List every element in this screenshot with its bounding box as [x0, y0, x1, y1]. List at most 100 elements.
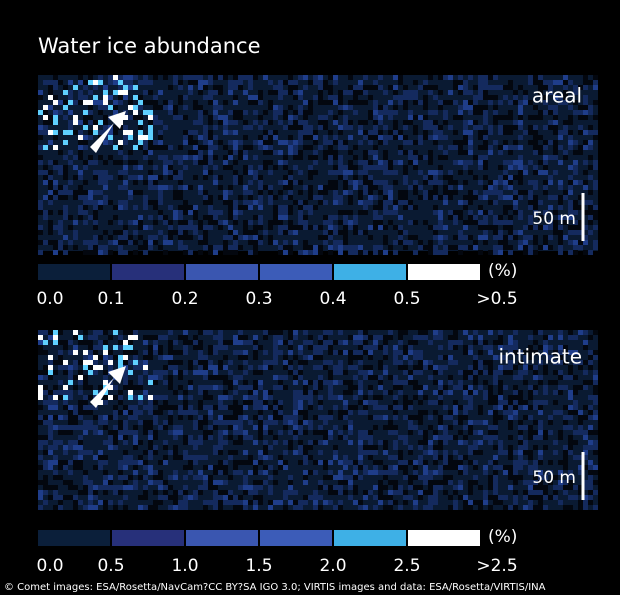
map-pixel	[413, 95, 418, 100]
map-pixel	[273, 105, 278, 110]
map-pixel	[403, 400, 408, 405]
map-pixel	[513, 195, 518, 200]
map-pixel	[303, 110, 308, 115]
map-pixel	[473, 465, 478, 470]
map-pixel	[483, 120, 488, 125]
map-pixel	[443, 185, 448, 190]
map-pixel	[358, 85, 363, 90]
map-pixel	[133, 205, 138, 210]
map-pixel	[118, 360, 123, 365]
map-pixel	[153, 175, 158, 180]
map-pixel	[233, 240, 238, 245]
map-pixel	[88, 110, 93, 115]
map-pixel	[313, 155, 318, 160]
map-pixel	[508, 205, 513, 210]
map-pixel	[288, 445, 293, 450]
map-pixel	[253, 400, 258, 405]
map-pixel	[73, 455, 78, 460]
map-pixel	[448, 495, 453, 500]
map-pixel	[223, 245, 228, 250]
map-pixel	[563, 505, 568, 510]
map-pixel	[323, 230, 328, 235]
map-pixel	[133, 360, 138, 365]
colorbar-segment	[112, 530, 184, 546]
map-pixel	[473, 220, 478, 225]
map-pixel	[373, 415, 378, 420]
map-pixel	[143, 100, 148, 105]
map-pixel	[258, 115, 263, 120]
map-pixel	[138, 120, 143, 125]
map-pixel	[448, 195, 453, 200]
map-pixel	[228, 360, 233, 365]
map-pixel	[298, 430, 303, 435]
map-pixel	[178, 115, 183, 120]
map-pixel	[258, 455, 263, 460]
credit: © Comet images: ESA/Rosetta/NavCam?CC BY…	[4, 582, 546, 593]
map-pixel	[188, 225, 193, 230]
map-pixel	[288, 365, 293, 370]
map-pixel	[48, 400, 53, 405]
map-pixel	[483, 220, 488, 225]
map-pixel	[518, 115, 523, 120]
map-pixel	[228, 495, 233, 500]
map-pixel	[403, 205, 408, 210]
map-pixel	[443, 440, 448, 445]
map-pixel	[578, 205, 583, 210]
map-pixel	[88, 100, 93, 105]
map-pixel	[253, 140, 258, 145]
map-pixel	[278, 350, 283, 355]
map-pixel	[323, 100, 328, 105]
map-pixel	[198, 360, 203, 365]
map-pixel	[108, 80, 113, 85]
map-pixel	[233, 415, 238, 420]
map-pixel	[118, 395, 123, 400]
map-pixel	[128, 330, 133, 335]
map-pixel	[203, 245, 208, 250]
map-pixel	[203, 135, 208, 140]
map-pixel	[308, 405, 313, 410]
map-pixel	[438, 335, 443, 340]
map-pixel	[153, 470, 158, 475]
map-pixel	[278, 95, 283, 100]
map-pixel	[103, 415, 108, 420]
map-pixel	[513, 415, 518, 420]
map-pixel	[543, 400, 548, 405]
map-pixel	[118, 465, 123, 470]
map-pixel	[128, 405, 133, 410]
map-pixel	[463, 80, 468, 85]
map-pixel	[403, 170, 408, 175]
map-pixel	[148, 135, 153, 140]
map-pixel	[103, 425, 108, 430]
map-pixel	[348, 180, 353, 185]
map-pixel	[298, 460, 303, 465]
map-pixel	[563, 125, 568, 130]
map-pixel	[573, 160, 578, 165]
map-pixel	[343, 350, 348, 355]
map-pixel	[333, 425, 338, 430]
map-pixel	[493, 185, 498, 190]
map-pixel	[298, 130, 303, 135]
map-pixel	[513, 405, 518, 410]
map-pixel	[63, 360, 68, 365]
map-pixel	[483, 145, 488, 150]
map-pixel	[203, 390, 208, 395]
map-pixel	[413, 355, 418, 360]
map-pixel	[198, 235, 203, 240]
map-pixel	[93, 215, 98, 220]
map-pixel	[163, 400, 168, 405]
map-pixel	[538, 200, 543, 205]
map-pixel	[478, 405, 483, 410]
map-pixel	[513, 390, 518, 395]
map-pixel	[473, 375, 478, 380]
map-pixel	[568, 215, 573, 220]
map-pixel	[308, 250, 313, 255]
map-pixel	[548, 225, 553, 230]
map-pixel	[363, 130, 368, 135]
map-pixel	[433, 85, 438, 90]
map-pixel	[493, 465, 498, 470]
map-pixel	[528, 345, 533, 350]
map-pixel	[363, 160, 368, 165]
map-pixel	[433, 225, 438, 230]
map-pixel	[498, 250, 503, 255]
map-pixel	[238, 355, 243, 360]
